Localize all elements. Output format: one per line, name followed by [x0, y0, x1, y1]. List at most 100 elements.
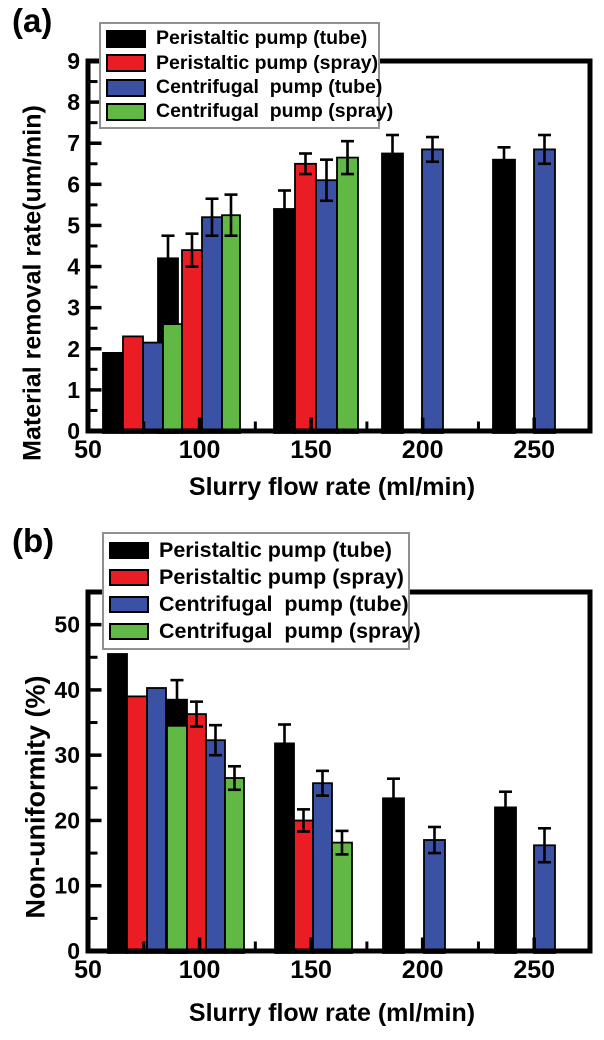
- legend-row-centrifugal-tube: Centrifugal pump (tube): [109, 593, 409, 616]
- error-bar-centrifugal-tube: [209, 723, 222, 757]
- error-bar-peristaltic-spray: [185, 232, 199, 268]
- error-bar-centrifugal-tube: [320, 158, 333, 203]
- error-bar-peristaltic-tube: [387, 777, 400, 820]
- legend-row-centrifugal-spray: Centrifugal pump (spray): [109, 620, 421, 643]
- bar-peristaltic-tube: [102, 351, 124, 434]
- ticks-layer: [86, 590, 536, 949]
- legend-swatch-peristaltic-tube: [109, 542, 149, 559]
- x-tick-label: 100: [179, 956, 221, 984]
- legend-swatch-centrifugal-spray: [106, 102, 146, 121]
- chart-b-svg: 0 10 20 30 40 50 50 100 150 200 250: [54, 589, 593, 984]
- legend-row-peristaltic-spray: Peristaltic pump (spray): [106, 53, 378, 74]
- y-tick-label: 9: [67, 48, 80, 74]
- bar-centrifugal-tube: [421, 148, 444, 434]
- bar-centrifugal-spray: [166, 724, 188, 954]
- y-tick-label: 10: [54, 873, 80, 899]
- legend-swatch-centrifugal-tube: [109, 596, 149, 613]
- panel-a: 0 1 2 3 4 5 6 7 8 9 50 100 150 200 250 (a) Material re…: [12, 2, 593, 501]
- legend-label-centrifugal-spray: Centrifugal pump (spray): [156, 100, 394, 123]
- x-tick-label: 250: [513, 956, 555, 984]
- y-tick-label: 1: [67, 377, 80, 403]
- error-bar-peristaltic-spray: [190, 700, 203, 728]
- panel-a-label: (a): [12, 2, 53, 39]
- error-bar-centrifugal-tube: [316, 769, 329, 797]
- error-bar-centrifugal-tube: [428, 825, 441, 855]
- error-bar-centrifugal-spray: [335, 829, 349, 856]
- tick-labels-layer: 0 10 20 30 40 50 50 100 150 200 250: [54, 612, 555, 984]
- bar-peristaltic-spray: [294, 162, 317, 434]
- legend-row-centrifugal-spray: Centrifugal pump (spray): [106, 102, 393, 122]
- error-bar-peristaltic-tube: [278, 189, 291, 229]
- chart-a-legend: Peristaltic pump (tube) Peristaltic pump …: [99, 22, 393, 129]
- error-bar-peristaltic-tube: [170, 678, 184, 721]
- y-tick-label: 0: [67, 938, 80, 964]
- bars-layer: [107, 653, 556, 954]
- bar-centrifugal-spray: [331, 841, 353, 954]
- bar-centrifugal-tube: [142, 341, 164, 434]
- bar-peristaltic-spray: [293, 819, 314, 954]
- bar-centrifugal-spray: [162, 323, 183, 434]
- bar-centrifugal-spray: [224, 777, 245, 954]
- error-bar-peristaltic-tube: [278, 723, 291, 764]
- chart-a-svg: 0 1 2 3 4 5 6 7 8 9 50 100 150 200 250: [67, 48, 593, 464]
- error-bar-centrifugal-spray: [341, 139, 354, 176]
- y-tick-label: 30: [54, 742, 80, 768]
- bar-peristaltic-tube: [107, 653, 128, 954]
- error-bar-peristaltic-spray: [297, 808, 310, 833]
- y-tick-label: 6: [67, 171, 80, 197]
- bar-peristaltic-spray: [186, 713, 207, 954]
- y-tick-label: 0: [67, 418, 80, 444]
- tick-labels-layer: 0 1 2 3 4 5 6 7 8 9 50 100 150 200 250: [67, 48, 555, 464]
- bar-peristaltic-tube: [382, 797, 405, 954]
- y-tick-label: 4: [67, 254, 80, 280]
- legend-label-peristaltic-spray: Peristaltic pump (spray): [156, 51, 379, 74]
- chart-b-x-axis-title: Slurry flow rate (ml/min): [188, 999, 476, 1027]
- bars-layer: [102, 133, 556, 434]
- bar-peristaltic-tube: [381, 152, 404, 434]
- bar-peristaltic-spray: [126, 695, 148, 954]
- legend-label-peristaltic-tube: Peristaltic pump (tube): [156, 27, 368, 50]
- bar-centrifugal-tube: [312, 782, 333, 954]
- x-tick-label: 200: [402, 436, 444, 464]
- y-tick-label: 2: [67, 336, 80, 362]
- y-tick-label: 5: [67, 212, 80, 238]
- bar-centrifugal-tube: [205, 739, 226, 954]
- bar-centrifugal-tube: [423, 839, 446, 954]
- legend-label-peristaltic-tube: Peristaltic pump (tube): [159, 537, 392, 562]
- y-tick-label: 20: [54, 807, 80, 833]
- error-bar-centrifugal-tube: [426, 135, 439, 164]
- error-bar-peristaltic-spray: [299, 152, 312, 176]
- x-tick-label: 250: [513, 436, 555, 464]
- error-bar-centrifugal-spray: [224, 193, 238, 238]
- error-bar-peristaltic-tube: [161, 234, 175, 283]
- bar-centrifugal-tube: [315, 179, 338, 434]
- legend-label-peristaltic-spray: Peristaltic pump (spray): [159, 564, 404, 589]
- bar-centrifugal-tube: [533, 148, 556, 434]
- y-tick-label: 40: [54, 677, 80, 703]
- x-tick-label: 150: [290, 436, 332, 464]
- bar-centrifugal-spray: [221, 214, 241, 434]
- legend-row-peristaltic-tube: Peristaltic pump (tube): [109, 537, 404, 562]
- error-bar-centrifugal-tube: [538, 826, 551, 864]
- chart-a-x-axis-title: Slurry flow rate (ml/min): [188, 473, 476, 501]
- error-bar-centrifugal-spray: [228, 764, 241, 792]
- bar-peristaltic-spray: [181, 249, 203, 434]
- y-tick-label: 50: [54, 612, 80, 638]
- error-bar-peristaltic-tube: [499, 790, 512, 825]
- x-tick-label: 200: [402, 956, 444, 984]
- legend-swatch-peristaltic-tube: [106, 30, 146, 49]
- bar-peristaltic-tube: [492, 158, 516, 434]
- legend-label-centrifugal-spray: Centrifugal pump (spray): [159, 618, 421, 643]
- bar-peristaltic-tube: [273, 208, 296, 434]
- x-tick-label: 50: [74, 956, 102, 984]
- legend-swatch-peristaltic-spray: [109, 569, 149, 586]
- y-tick-label: 8: [67, 89, 80, 115]
- panel-b: 0 10 20 30 40 50 50 100 150 200 250 (b) Non-unifor…: [0, 520, 604, 1040]
- legend-swatch-peristaltic-spray: [106, 54, 146, 73]
- x-tick-label: 150: [290, 956, 332, 984]
- chart-a-y-axis-title: Material removal rate(um/min): [18, 105, 47, 461]
- y-tick-label: 7: [67, 130, 80, 156]
- legend-swatch-centrifugal-tube: [106, 78, 146, 97]
- legend-row-centrifugal-tube: Centrifugal pump (tube): [106, 77, 382, 98]
